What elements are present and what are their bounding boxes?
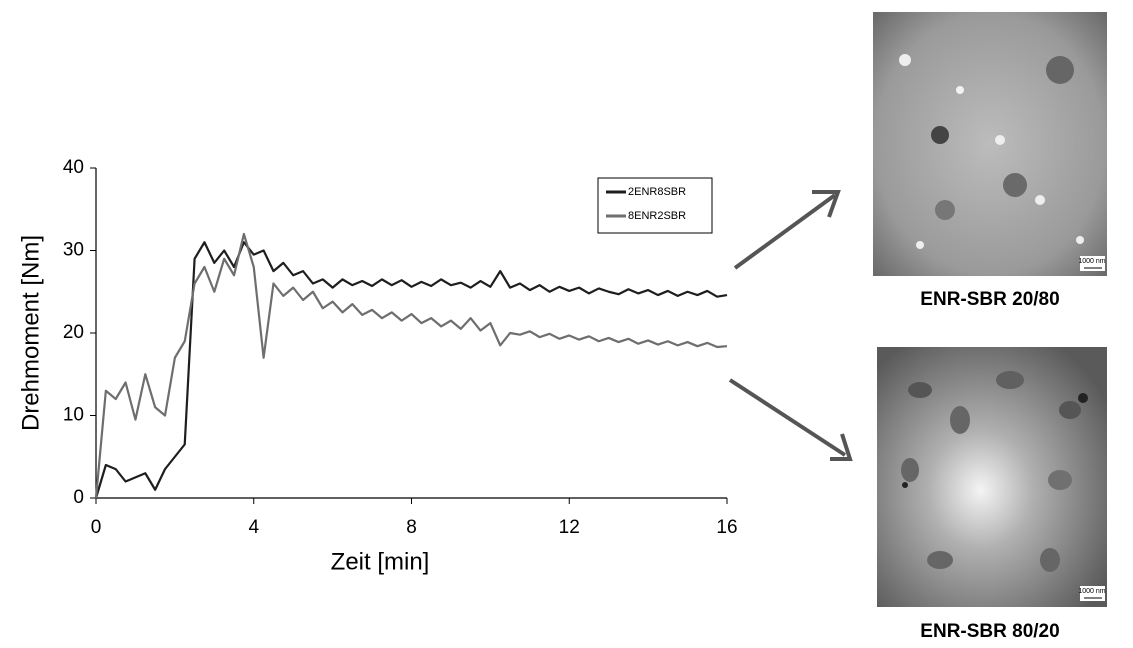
legend-box xyxy=(597,177,713,234)
data-line xyxy=(94,241,728,499)
image-caption: ENR-SBR 80/20 xyxy=(920,621,1059,642)
y-tick-label: 10 xyxy=(63,405,84,426)
x-tick-label: 16 xyxy=(716,517,737,538)
scale-bar-label: 1000 nm xyxy=(1078,588,1105,595)
y-tick-label: 0 xyxy=(73,487,84,508)
x-axis-title: Zeit [min] xyxy=(331,548,430,575)
arrow xyxy=(728,378,853,461)
y-tick-label: 40 xyxy=(63,157,84,178)
x-tick-label: 0 xyxy=(91,517,102,538)
x-tick-label: 8 xyxy=(406,517,417,538)
micrograph: 1000 nm xyxy=(873,12,1107,276)
image-caption: ENR-SBR 20/80 xyxy=(920,289,1059,310)
x-tick-label: 12 xyxy=(559,517,580,538)
legend-label: 2ENR8SBR xyxy=(628,186,686,198)
y-axis-title: Drehmoment [Nm] xyxy=(17,235,44,431)
y-tick-label: 30 xyxy=(63,240,84,261)
data-line xyxy=(94,232,728,499)
scale-bar-label: 1000 nm xyxy=(1078,258,1105,265)
legend-label: 8ENR2SBR xyxy=(628,210,686,222)
micrograph: 1000 nm xyxy=(877,347,1107,607)
arrow xyxy=(733,190,841,270)
x-tick-label: 4 xyxy=(248,517,259,538)
y-tick-label: 20 xyxy=(63,322,84,343)
